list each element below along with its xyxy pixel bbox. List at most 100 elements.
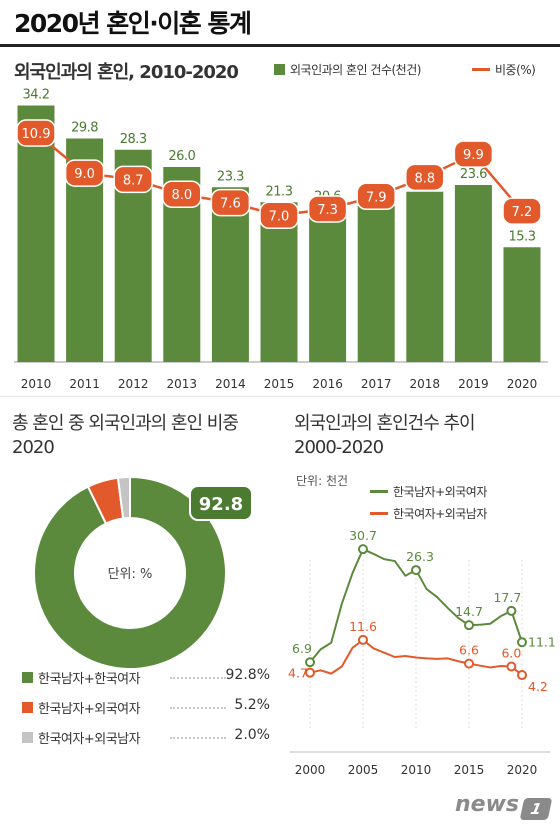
donut-callout-value: 92.8 xyxy=(199,494,243,515)
chart3-unit: 단위: 천건 xyxy=(296,474,349,488)
ratio-value-label: 7.3 xyxy=(317,203,338,218)
x-tick-label: 2020 xyxy=(507,763,538,777)
chart3-legend-item-2: 한국여자+외국남자 xyxy=(370,502,487,524)
bar-value-label: 21.3 xyxy=(266,184,293,199)
pie-legend-label-3: 한국여자+외국남자 xyxy=(38,732,141,747)
trend-point xyxy=(358,544,368,555)
x-tick-label: 2019 xyxy=(458,377,489,391)
ratio-value-label: 8.8 xyxy=(414,171,435,186)
chart2-title-block: 총 혼인 중 외국인과의 혼인 비중 2020 xyxy=(12,412,239,460)
trend-point xyxy=(464,620,474,631)
chart3-title-block: 외국인과의 혼인건수 추이 2000-2020 xyxy=(294,412,476,460)
ratio-value-label: 7.6 xyxy=(220,197,241,212)
donut-center-unit: 단위: % xyxy=(108,567,153,582)
pie-legend-swatch-3 xyxy=(22,732,33,743)
pie-legend-leader-2 xyxy=(170,707,226,709)
trend-value-label: 30.7 xyxy=(349,528,377,543)
ratio-value-label: 9.0 xyxy=(74,167,95,182)
ratio-point xyxy=(210,188,251,217)
ratio-value-label: 9.9 xyxy=(463,148,484,163)
bar-value-label: 23.3 xyxy=(217,169,244,184)
trend-point xyxy=(517,670,527,681)
bar-value-label: 23.6 xyxy=(460,167,487,182)
ratio-value-label: 7.0 xyxy=(269,209,290,224)
bar xyxy=(357,206,395,362)
x-tick-label: 2018 xyxy=(410,377,441,391)
trend-value-label: 4.2 xyxy=(528,679,548,694)
trend-point xyxy=(358,634,368,645)
x-tick-label: 2016 xyxy=(312,377,343,391)
chart3-title: 외국인과의 혼인건수 추이 xyxy=(294,413,476,434)
trend-value-label: 11.6 xyxy=(349,619,377,634)
ratio-value-label: 7.2 xyxy=(512,205,533,220)
ratio-point xyxy=(453,140,494,168)
legend-swatch-bars xyxy=(274,64,285,75)
bar xyxy=(406,191,444,362)
chart3-subtitle: 2000-2020 xyxy=(294,437,384,458)
trend-line-chart: 2000 2005 2010 2015 2020 6.9 30.7 26.3 14.7 17.7 1… xyxy=(288,528,556,777)
x-tick-label: 2010 xyxy=(401,763,432,777)
ratio-value-label: 7.9 xyxy=(366,190,387,205)
chart2-subtitle: 2020 xyxy=(12,437,55,458)
legend-label-bars: 외국인과의 혼인 건수(천건) xyxy=(290,63,421,77)
chart3-legend-swatch-2 xyxy=(370,511,388,515)
bar-value-label: 29.8 xyxy=(71,121,98,136)
pie-legend-swatch-2 xyxy=(22,702,33,713)
ratio-point xyxy=(113,165,153,194)
brand-text: news xyxy=(455,792,520,817)
ratio-point xyxy=(162,180,202,208)
pie-legend-value-2: 5.2% xyxy=(234,697,270,713)
trend-point xyxy=(305,667,315,678)
ratio-value-label: 10.9 xyxy=(22,127,51,142)
x-tick-label: 2020 xyxy=(507,377,538,391)
bar xyxy=(503,247,541,362)
bar xyxy=(17,105,55,362)
trend-point xyxy=(411,565,421,576)
pie-legend-value-1: 92.8% xyxy=(225,667,270,683)
chart1-legend-bars: 외국인과의 혼인 건수(천건) xyxy=(274,61,421,78)
x-tick-label: 2010 xyxy=(21,377,52,391)
donut-slice xyxy=(116,475,131,520)
pie-legend-value-3: 2.0% xyxy=(234,727,270,743)
section-divider xyxy=(0,396,560,397)
pie-legend-item-1: 한국남자+한국여자 xyxy=(22,668,141,687)
ratio-point xyxy=(259,201,299,230)
title-rule xyxy=(0,44,560,47)
bar-line-chart: 34.2 2010 29.8 2011 28.3 2012 26.0 2013 23.3 2014… xyxy=(14,88,548,391)
ratio-point xyxy=(502,197,542,225)
pie-legend-swatch-1 xyxy=(22,672,33,683)
pie-legend-item-3: 한국여자+외국남자 xyxy=(22,728,141,747)
donut-slice xyxy=(33,475,227,670)
x-tick-label: 2012 xyxy=(118,377,149,391)
pie-legend-leader-3 xyxy=(170,737,226,739)
legend-label-line: 비중(%) xyxy=(495,63,536,77)
bar xyxy=(454,185,492,362)
bar-value-label: 26.0 xyxy=(168,149,195,164)
x-tick-label: 2015 xyxy=(454,763,485,777)
trend-line xyxy=(309,638,523,676)
brand-mark-icon: 1 xyxy=(519,798,553,820)
page-title: 2020년 혼인·이혼 통계 xyxy=(14,9,252,38)
bar-value-label: 15.3 xyxy=(509,229,536,244)
trend-value-label: 26.3 xyxy=(406,549,434,564)
bar xyxy=(309,207,347,362)
trend-value-label: 14.7 xyxy=(455,604,483,619)
ratio-value-label: 8.0 xyxy=(171,188,192,203)
pie-legend-label-2: 한국남자+외국여자 xyxy=(38,702,141,717)
chart3-legend-item-1: 한국남자+외국여자 xyxy=(370,480,487,502)
trend-point xyxy=(305,657,315,668)
trend-value-label: 11.1 xyxy=(528,634,556,649)
ratio-value-label: 8.7 xyxy=(123,173,144,188)
x-tick-label: 2017 xyxy=(361,377,392,391)
trend-value-label: 6.6 xyxy=(459,643,479,658)
chart1-title: 외국인과의 혼인, 2010-2020 xyxy=(14,62,239,83)
pie-legend-item-2: 한국남자+외국여자 xyxy=(22,698,141,717)
x-tick-label: 2011 xyxy=(69,377,100,391)
donut-chart: 단위: % 92.8 xyxy=(33,475,253,670)
ratio-point xyxy=(356,182,396,211)
pie-legend-leader-1 xyxy=(170,677,226,679)
trend-value-label: 17.7 xyxy=(493,590,521,605)
trend-value-label: 6.0 xyxy=(501,646,521,661)
ratio-point xyxy=(307,195,348,223)
trend-point xyxy=(506,605,517,616)
